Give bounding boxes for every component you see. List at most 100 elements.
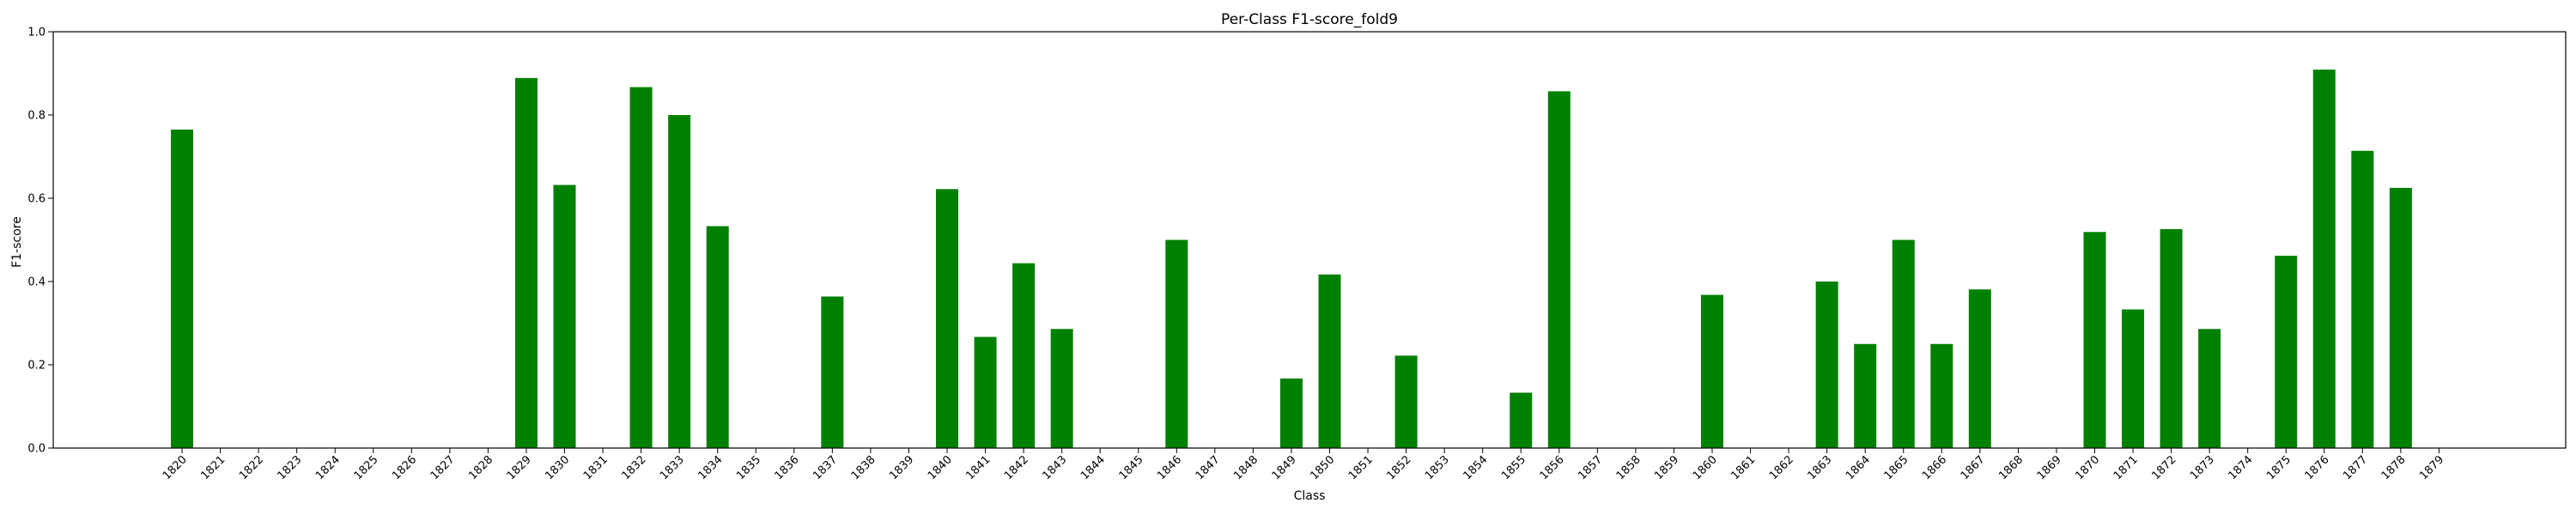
- x-tick-label: 1879: [2417, 453, 2446, 482]
- x-tick-label: 1835: [734, 453, 763, 482]
- x-tick-label: 1839: [887, 453, 916, 482]
- bar-1834: [706, 226, 729, 448]
- y-tick-label: 0.6: [27, 193, 46, 206]
- x-tick-label: 1853: [1423, 453, 1452, 482]
- bar-1866: [1930, 343, 1953, 448]
- x-tick-label: 1851: [1346, 453, 1376, 482]
- x-tick-label: 1859: [1652, 453, 1681, 482]
- x-tick-label: 1869: [2035, 453, 2064, 482]
- bar-1855: [1510, 392, 1533, 448]
- bar-1860: [1701, 294, 1723, 448]
- chart-title: Per-Class F1-score_fold9: [1221, 11, 1398, 28]
- bar-1850: [1318, 274, 1341, 448]
- x-tick-label: 1831: [581, 453, 611, 482]
- y-tick-label: 0.0: [27, 443, 46, 456]
- x-tick-label: 1850: [1308, 453, 1337, 482]
- bar-1873: [2198, 329, 2221, 448]
- bar-1876: [2312, 70, 2336, 448]
- bar-1863: [1815, 282, 1838, 448]
- bar-1840: [936, 189, 958, 448]
- bar-1875: [2275, 255, 2298, 448]
- x-tick-label: 1852: [1384, 453, 1413, 482]
- x-tick-label: 1846: [1155, 453, 1184, 482]
- x-tick-label: 1829: [505, 453, 534, 482]
- bar-1871: [2122, 309, 2145, 448]
- bar-1846: [1165, 239, 1188, 448]
- x-tick-label: 1823: [275, 453, 304, 482]
- bar-1877: [2351, 150, 2374, 448]
- bar-1833: [668, 115, 691, 448]
- x-tick-label: 1840: [926, 453, 955, 482]
- bar-1867: [1968, 289, 1991, 448]
- x-tick-label: 1845: [1117, 453, 1146, 482]
- x-tick-label: 1843: [1040, 453, 1069, 482]
- x-tick-label: 1847: [1194, 453, 1223, 482]
- x-tick-label: 1873: [2188, 453, 2217, 482]
- x-tick-label: 1868: [1996, 453, 2026, 482]
- bar-1864: [1854, 343, 1877, 448]
- x-tick-label: 1858: [1614, 453, 1643, 482]
- y-axis-title: F1-score: [10, 216, 24, 268]
- x-tick-label: 1825: [352, 453, 381, 482]
- bar-1843: [1050, 329, 1073, 448]
- x-tick-label: 1822: [237, 453, 266, 482]
- bar-1841: [974, 336, 997, 448]
- bar-1830: [553, 185, 576, 449]
- x-tick-label: 1866: [1920, 453, 1949, 482]
- x-tick-label: 1872: [2149, 453, 2178, 482]
- plot-frame: [52, 31, 2567, 449]
- x-tick-label: 1861: [1728, 453, 1758, 482]
- x-tick-label: 1828: [466, 453, 495, 482]
- x-tick-label: 1832: [619, 453, 648, 482]
- x-tick-label: 1870: [2073, 453, 2102, 482]
- x-tick-label: 1871: [2111, 453, 2141, 482]
- y-tick-label: 0.2: [27, 360, 46, 373]
- bar-1856: [1547, 91, 1571, 448]
- bars-group: [171, 70, 2412, 449]
- y-ticks-group: 0.0 0.2 0.4 0.6 0.8 1.0: [27, 27, 53, 456]
- x-tick-label: 1874: [2227, 453, 2256, 482]
- x-tick-label: 1827: [428, 453, 458, 482]
- x-tick-label: 1844: [1078, 453, 1108, 482]
- x-axis-title: Class: [1294, 489, 1326, 503]
- bar-1849: [1279, 379, 1303, 448]
- x-ticks-group: 1820 1821 1822 1823 1824 1825 1826 1827 1828 1829…: [161, 448, 2446, 482]
- x-tick-label: 1867: [1959, 453, 1988, 482]
- y-tick-label: 0.4: [27, 276, 46, 289]
- x-tick-label: 1824: [313, 453, 343, 482]
- bar-1865: [1892, 239, 1915, 448]
- x-tick-label: 1860: [1691, 453, 1720, 482]
- x-tick-label: 1877: [2341, 453, 2370, 482]
- x-tick-label: 1833: [658, 453, 687, 482]
- x-tick-label: 1862: [1767, 453, 1796, 482]
- bar-1820: [171, 129, 193, 448]
- y-tick-label: 1.0: [27, 27, 46, 39]
- bar-1829: [514, 77, 538, 449]
- x-tick-label: 1830: [543, 453, 572, 482]
- x-tick-label: 1838: [849, 453, 878, 482]
- bar-1837: [821, 296, 844, 448]
- x-tick-label: 1836: [773, 453, 802, 482]
- bar-1842: [1012, 263, 1036, 448]
- x-tick-label: 1834: [696, 453, 726, 482]
- x-tick-label: 1842: [1002, 453, 1031, 482]
- bar-1878: [2389, 187, 2412, 448]
- bar-1872: [2160, 228, 2183, 448]
- x-tick-label: 1854: [1461, 453, 1491, 482]
- x-tick-label: 1820: [161, 453, 190, 482]
- x-tick-label: 1864: [1844, 453, 1873, 482]
- bar-1852: [1394, 355, 1418, 448]
- x-tick-label: 1837: [811, 453, 840, 482]
- x-tick-label: 1821: [198, 453, 228, 482]
- x-tick-label: 1876: [2303, 453, 2332, 482]
- x-tick-label: 1875: [2264, 453, 2293, 482]
- x-tick-label: 1848: [1231, 453, 1261, 482]
- x-tick-label: 1855: [1499, 453, 1528, 482]
- x-tick-label: 1849: [1270, 453, 1299, 482]
- x-tick-label: 1856: [1538, 453, 1567, 482]
- x-tick-label: 1841: [963, 453, 993, 482]
- y-tick-label: 0.8: [27, 110, 46, 123]
- x-tick-label: 1865: [1882, 453, 1911, 482]
- x-tick-label: 1857: [1576, 453, 1605, 482]
